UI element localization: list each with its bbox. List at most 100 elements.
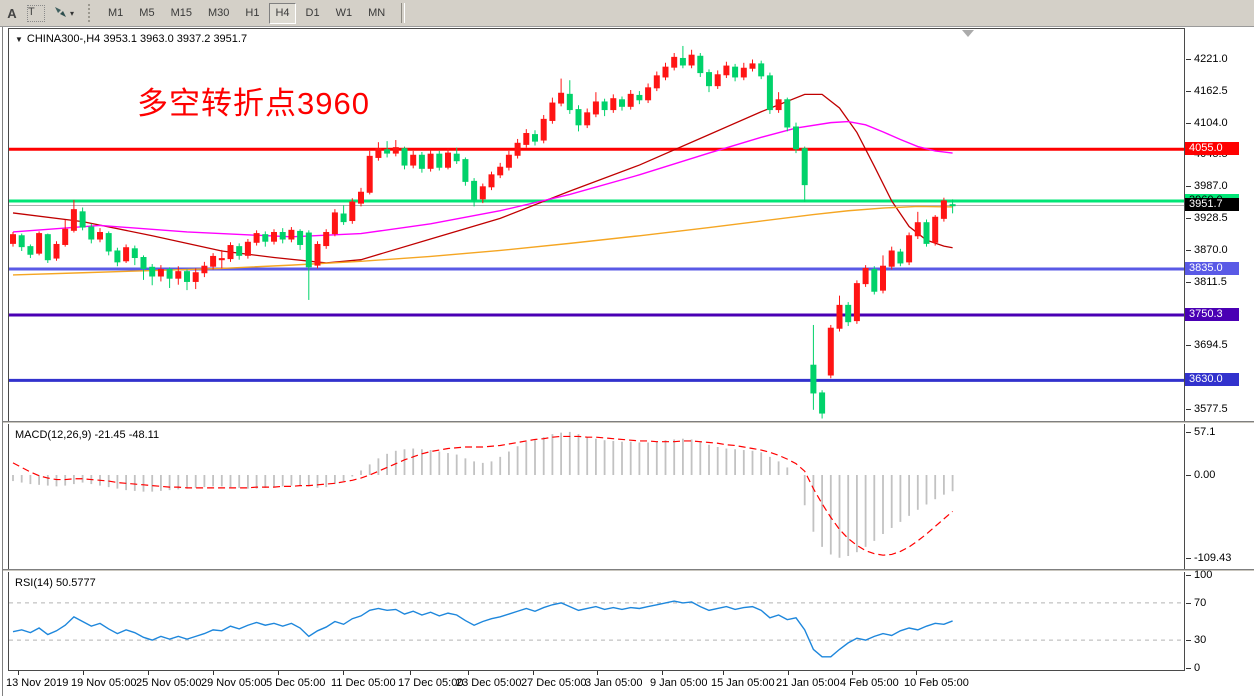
time-label: 13 Nov 2019 — [6, 677, 69, 689]
text-label-tool-button[interactable]: A — [1, 2, 23, 24]
candle-body-down — [897, 251, 904, 264]
candle-body-down — [679, 57, 686, 66]
candle-body-down — [462, 159, 469, 182]
chart-annotation-text[interactable]: 多空转折点3960 — [137, 86, 370, 121]
timeframe-button-m5[interactable]: M5 — [139, 7, 155, 19]
candle-body-down — [819, 392, 826, 414]
price-tick-3987.0-tick — [1186, 186, 1191, 188]
candle-body-down — [923, 222, 930, 244]
candle-body-up — [549, 102, 556, 121]
time-axis[interactable]: 13 Nov 2019 19 Nov 05:00 25 Nov 05:00 29 No… — [3, 671, 1254, 696]
time-tick — [662, 671, 663, 675]
candle-body-up — [662, 66, 669, 78]
symbol-ohlc-label: ▼ CHINA300-,H4 3953.1 3963.0 3937.2 3951.… — [15, 33, 247, 45]
price-axis[interactable]: 4221.04162.54104.04045.53987.03928.53870… — [1184, 27, 1254, 674]
toolbar-grip[interactable] — [88, 4, 93, 22]
candle-body-down — [871, 268, 878, 292]
price-tick-3870.0-label: 3870.0 — [1194, 243, 1228, 256]
macd-tick-0.00-label: 0.00 — [1194, 469, 1216, 481]
candle-body-down — [532, 134, 538, 142]
timeframe-button-m30[interactable]: M30 — [207, 7, 230, 19]
candle-body-up — [53, 243, 60, 259]
rsi-indicator-canvas[interactable] — [9, 572, 1184, 670]
price-tick-4104.0-tick — [1186, 122, 1191, 124]
time-label: 27 Dec 05:00 — [521, 677, 587, 689]
chart-shift-marker-icon[interactable] — [962, 30, 974, 37]
arrow-tools-dropdown-button[interactable]: ▾ — [49, 2, 78, 24]
price-tick-4162.5-tick — [1186, 90, 1191, 92]
time-tick — [852, 671, 853, 675]
candle-body-up — [836, 304, 843, 329]
candle-body-up — [775, 99, 782, 111]
time-label: 29 Nov 05:00 — [201, 677, 267, 689]
price-badge-3835.0: 3835.0 — [1185, 261, 1239, 275]
candle-body-up — [157, 268, 164, 277]
candle-body-down — [601, 101, 608, 111]
candle-body-up — [349, 201, 356, 222]
candle-body-down — [706, 72, 712, 87]
toolbar: A T ▾ M1 M5 M15 M30 H1 H4 D1 W1 MN — [0, 0, 1254, 27]
text-box-tool-button[interactable]: T — [25, 2, 47, 24]
candle-body-down — [784, 99, 791, 128]
panel-splitter-rsi[interactable] — [3, 569, 1254, 572]
time-label: 21 Jan 05:00 — [776, 677, 840, 689]
price-tick-3928.5-tick — [1186, 218, 1191, 220]
time-tick — [83, 671, 84, 675]
time-label: 4 Feb 05:00 — [840, 677, 899, 689]
candle-body-up — [192, 272, 199, 282]
timeframe-button-d1[interactable]: D1 — [305, 7, 320, 19]
candle-body-down — [105, 233, 112, 252]
time-label: 19 Nov 05:00 — [71, 677, 137, 689]
rsi-tick-30-label: 30 — [1194, 634, 1207, 647]
chart-window[interactable]: ▼ CHINA300-,H4 3953.1 3963.0 3937.2 3951.… — [2, 27, 1254, 696]
candle-body-down — [279, 231, 286, 240]
candle-body-down — [44, 234, 51, 261]
time-tick — [410, 671, 411, 675]
price-tick-3870.0-tick — [1186, 249, 1191, 251]
panel-splitter-macd[interactable] — [3, 421, 1254, 424]
candle-body-up — [427, 153, 434, 169]
candle-body-down — [131, 248, 138, 259]
candle-body-up — [331, 212, 338, 235]
time-tick — [916, 671, 917, 675]
rsi-tick-0-tick — [1186, 668, 1191, 669]
time-tick — [278, 671, 279, 675]
candle-body-up — [410, 154, 417, 166]
time-tick — [213, 671, 214, 675]
time-tick — [468, 671, 469, 675]
candle-body-down — [566, 93, 573, 111]
rsi-label: RSI(14) 50.5777 — [15, 577, 96, 589]
candle-body-up — [723, 65, 730, 76]
timeframe-button-w1[interactable]: W1 — [335, 7, 353, 19]
macd-tick--109.43-label: -109.43 — [1194, 551, 1232, 564]
ma-medium-magenta — [12, 120, 953, 238]
timeframe-button-m15[interactable]: M15 — [170, 7, 192, 19]
time-tick — [788, 671, 789, 675]
candle-body-up — [227, 245, 234, 260]
chevron-down-icon: ▾ — [70, 8, 75, 18]
candle-body-down — [18, 235, 25, 248]
timeframe-button-h1[interactable]: H1 — [245, 7, 260, 19]
price-chart-canvas[interactable] — [9, 29, 1184, 421]
symbol-ohlc-text: CHINA300-,H4 3953.1 3963.0 3937.2 3951.7 — [26, 33, 248, 45]
price-tick-4104.0-label: 4104.0 — [1194, 116, 1228, 129]
candle-body-up — [592, 101, 599, 115]
macd-tick--109.43-tick — [1186, 557, 1191, 559]
price-tick-3811.5-label: 3811.5 — [1194, 275, 1227, 288]
candle-body-up — [914, 222, 921, 237]
macd-label: MACD(12,26,9) -21.45 -48.11 — [15, 429, 160, 441]
timeframe-button-mn[interactable]: MN — [368, 7, 386, 19]
timeframe-button-m1[interactable]: M1 — [108, 7, 124, 19]
price-tick-3811.5-tick — [1186, 281, 1191, 283]
timeframe-button-h4[interactable]: H4 — [269, 2, 296, 24]
candle-body-up — [244, 241, 251, 256]
candle-body-up — [540, 118, 547, 141]
candle-body-up — [210, 255, 217, 267]
symbol-dropdown-icon[interactable]: ▼ — [15, 35, 23, 44]
candle-body-up — [70, 209, 77, 231]
candle-body-up — [932, 216, 939, 243]
macd-indicator-canvas[interactable] — [9, 424, 1184, 569]
candle-body-down — [305, 232, 312, 268]
candle-body-up — [218, 258, 225, 261]
